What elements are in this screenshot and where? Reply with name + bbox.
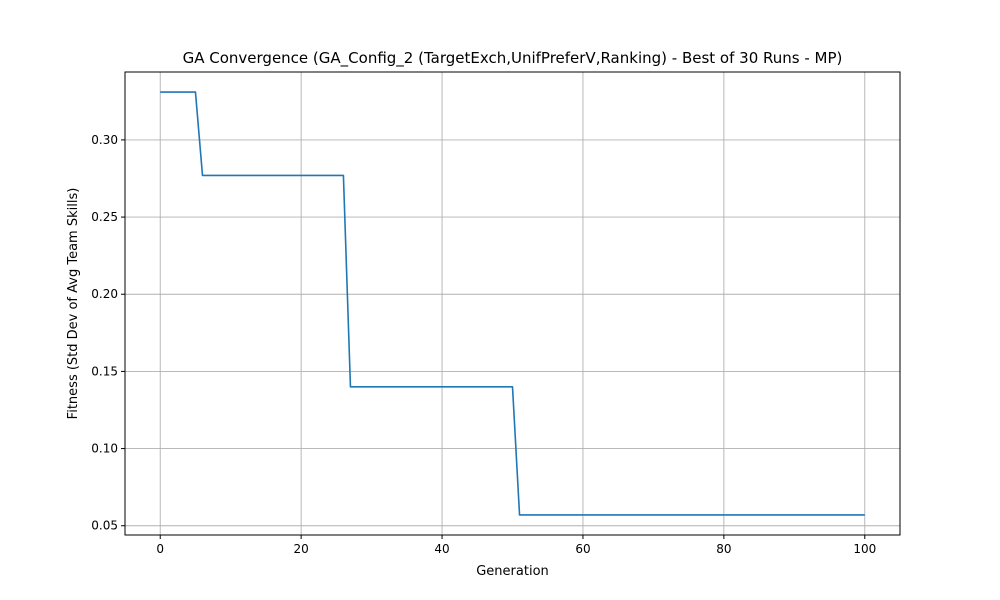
grid-lines bbox=[125, 72, 900, 535]
x-tick-label: 60 bbox=[575, 542, 590, 556]
fitness-series-line bbox=[160, 91, 865, 516]
y-tick-label: 0.05 bbox=[91, 519, 118, 533]
y-tick-label: 0.30 bbox=[91, 133, 118, 147]
y-axis-label: Fitness (Std Dev of Avg Team Skills) bbox=[66, 188, 81, 420]
x-tick-label: 0 bbox=[156, 542, 164, 556]
x-axis-label: Generation bbox=[476, 564, 549, 579]
y-tick-label: 0.25 bbox=[91, 210, 118, 224]
plot-frame bbox=[124, 71, 901, 536]
series-layer bbox=[160, 91, 865, 516]
x-tick-label: 100 bbox=[853, 542, 876, 556]
x-tick-label: 20 bbox=[293, 542, 308, 556]
x-tick-label: 80 bbox=[716, 542, 731, 556]
chart-title: GA Convergence (GA_Config_2 (TargetExch,… bbox=[183, 49, 843, 68]
y-tick-label: 0.10 bbox=[91, 442, 118, 456]
y-tick-label: 0.20 bbox=[91, 287, 118, 301]
x-tick-label: 40 bbox=[434, 542, 449, 556]
y-tick-label: 0.15 bbox=[91, 364, 118, 378]
axis-ticks: 0 20 40 60 80 100 0.05 0.10 0.15 0.20 0.25 0.30 bbox=[91, 133, 876, 556]
